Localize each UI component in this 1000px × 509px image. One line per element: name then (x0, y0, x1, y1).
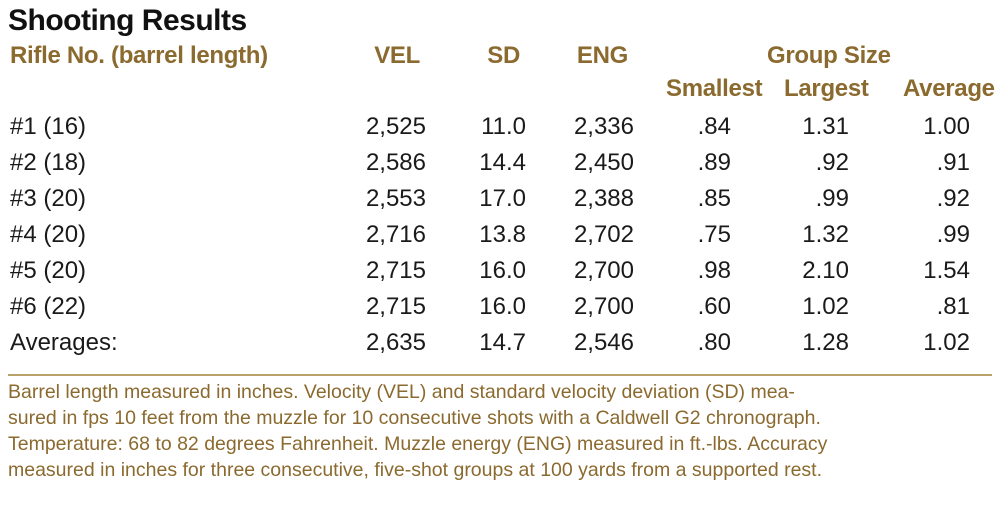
cell-vel: 2,716 (365, 221, 426, 248)
header-average: Average (903, 75, 995, 102)
cell-vel: 2,715 (365, 257, 426, 284)
table-row-averages: Averages: 2,635 14.7 2,546 .80 1.28 1.02 (0, 329, 1000, 365)
header-group-size: Group Size (767, 42, 891, 69)
cell-vel: 2,715 (365, 293, 426, 320)
cell-average: 1.02 (923, 329, 970, 356)
table-row: #2 (18) 2,586 14.4 2,450 .89 .92 .91 (0, 149, 1000, 185)
cell-largest: 1.31 (802, 113, 849, 140)
header-eng: ENG (576, 42, 628, 69)
cell-sd: 16.0 (479, 257, 526, 284)
cell-eng: 2,702 (573, 221, 634, 248)
header-rifle: Rifle No. (barrel length) (10, 42, 268, 69)
cell-smallest: .89 (697, 149, 731, 176)
cell-average: .91 (936, 149, 970, 176)
cell-rifle: #3 (20) (10, 185, 87, 212)
cell-rifle: #1 (16) (10, 113, 87, 140)
cell-eng: 2,450 (573, 149, 634, 176)
cell-sd: 13.8 (479, 221, 526, 248)
header-vel: VEL (374, 42, 420, 69)
footnote-line: Temperature: 68 to 82 degrees Fahrenheit… (8, 433, 828, 455)
table-row: #4 (20) 2,716 13.8 2,702 .75 1.32 .99 (0, 221, 1000, 257)
table-title: Shooting Results (8, 4, 247, 37)
header-smallest: Smallest (666, 75, 763, 102)
cell-sd: 14.7 (479, 329, 526, 356)
cell-average: .92 (936, 185, 970, 212)
cell-largest: 1.28 (802, 329, 849, 356)
cell-smallest: .84 (697, 113, 731, 140)
cell-smallest: .80 (697, 329, 731, 356)
cell-eng: 2,700 (573, 257, 634, 284)
divider-rule (8, 374, 992, 376)
cell-sd: 11.0 (481, 113, 526, 140)
table-row: #3 (20) 2,553 17.0 2,388 .85 .99 .92 (0, 185, 1000, 221)
cell-average: .99 (936, 221, 970, 248)
cell-smallest: .98 (697, 257, 731, 284)
cell-average: 1.00 (923, 113, 970, 140)
cell-largest: .92 (815, 149, 849, 176)
cell-smallest: .85 (697, 185, 731, 212)
cell-smallest: .75 (697, 221, 731, 248)
cell-vel: 2,635 (365, 329, 426, 356)
table-row: #5 (20) 2,715 16.0 2,700 .98 2.10 1.54 (0, 257, 1000, 293)
cell-largest: .99 (815, 185, 849, 212)
cell-smallest: .60 (697, 293, 731, 320)
cell-sd: 14.4 (479, 149, 526, 176)
cell-largest: 1.32 (802, 221, 849, 248)
footnote: Barrel length measured in inches. Veloci… (8, 379, 998, 483)
cell-eng: 2,546 (573, 329, 634, 356)
cell-eng: 2,388 (573, 185, 634, 212)
header-largest: Largest (784, 75, 869, 102)
footnote-line: sured in fps 10 feet from the muzzle for… (8, 407, 821, 429)
cell-vel: 2,586 (365, 149, 426, 176)
cell-rifle: #5 (20) (10, 257, 87, 284)
cell-average: 1.54 (923, 257, 970, 284)
cell-largest: 2.10 (802, 257, 849, 284)
cell-eng: 2,700 (573, 293, 634, 320)
cell-largest: 1.02 (802, 293, 849, 320)
cell-rifle: Averages: (10, 329, 118, 356)
footnote-line: Barrel length measured in inches. Veloci… (8, 381, 795, 403)
header-sd: SD (487, 42, 520, 69)
table-row: #6 (22) 2,715 16.0 2,700 .60 1.02 .81 (0, 293, 1000, 329)
cell-rifle: #4 (20) (10, 221, 87, 248)
cell-vel: 2,553 (365, 185, 426, 212)
cell-average: .81 (936, 293, 970, 320)
cell-eng: 2,336 (573, 113, 634, 140)
cell-sd: 17.0 (479, 185, 526, 212)
table-row: #1 (16) 2,525 11.0 2,336 .84 1.31 1.00 (0, 113, 1000, 149)
cell-rifle: #2 (18) (10, 149, 87, 176)
cell-rifle: #6 (22) (10, 293, 87, 320)
footnote-line: measured in inches for three consecutive… (8, 459, 823, 481)
cell-vel: 2,525 (365, 113, 426, 140)
cell-sd: 16.0 (479, 293, 526, 320)
